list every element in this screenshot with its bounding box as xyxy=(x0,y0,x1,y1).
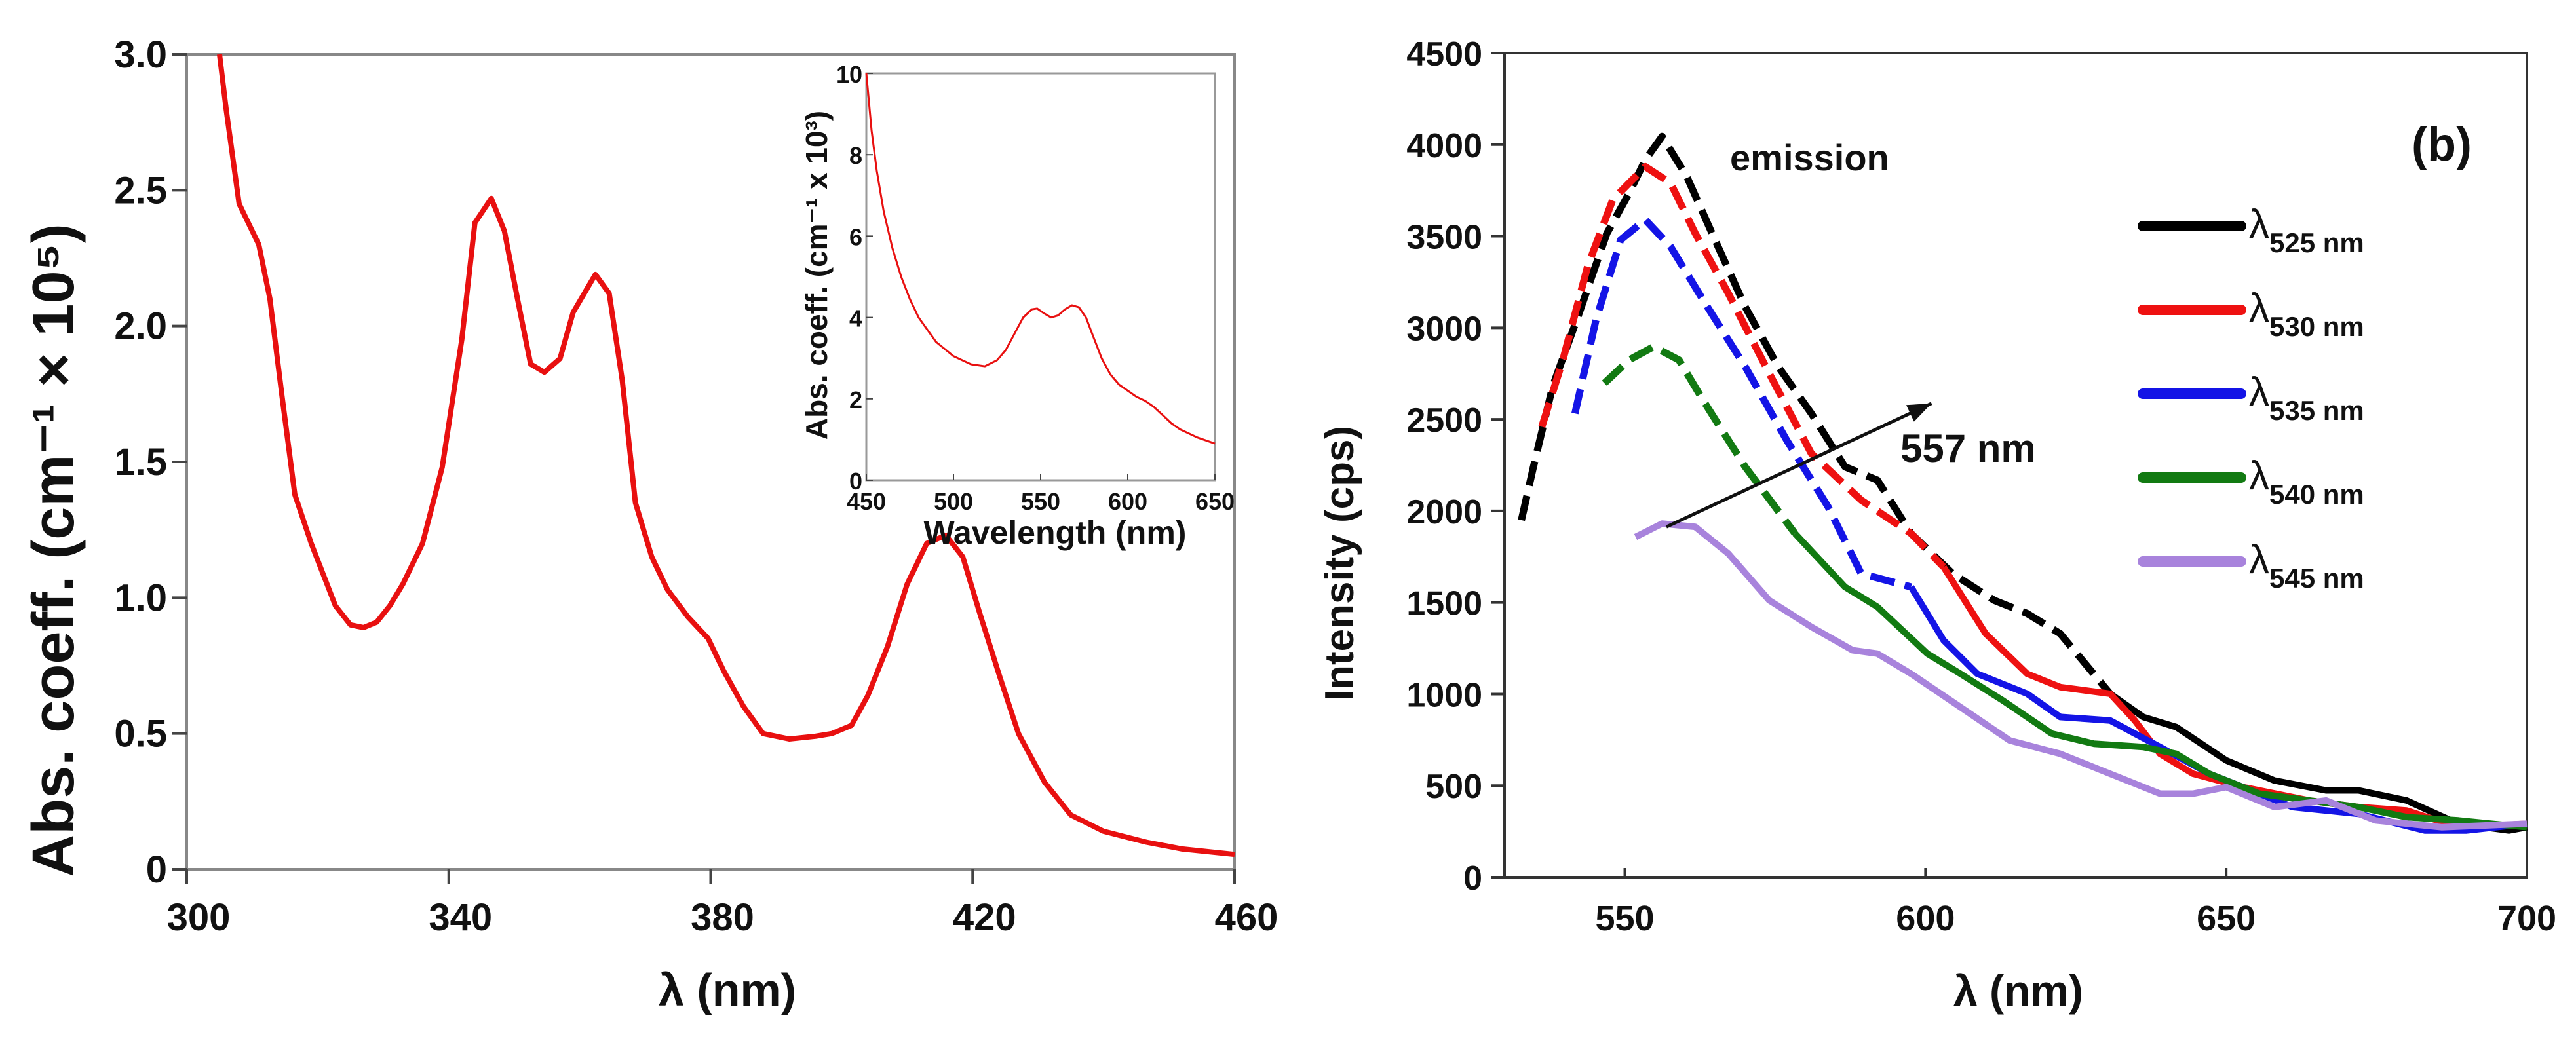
y-axis-label: Intensity (cps) xyxy=(1317,426,1362,701)
legend-subscript: 525 nm xyxy=(2269,227,2364,258)
inset-x-tick-label: 550 xyxy=(1021,488,1060,515)
legend-subscript: 535 nm xyxy=(2269,395,2364,426)
panel-label: (b) xyxy=(2412,119,2472,171)
y-tick-label: 0 xyxy=(146,848,167,891)
y-tick-label: 3500 xyxy=(1406,219,1482,257)
peak-annotation: 557 nm xyxy=(1900,426,2036,470)
series-line-dashed-1 xyxy=(1538,162,1946,570)
legend-label: λ540 nm xyxy=(2249,453,2364,510)
y-tick-label: 0 xyxy=(1463,860,1482,898)
inset-x-tick-label: 650 xyxy=(1195,488,1235,515)
inset-y-tick-label: 0 xyxy=(849,468,862,495)
inset-y-tick-label: 6 xyxy=(849,223,862,250)
series-line-1 xyxy=(1940,565,2528,831)
inset-x-axis-label: Wavelength (nm) xyxy=(924,514,1187,551)
legend-label: λ545 nm xyxy=(2249,537,2364,594)
emission-annotation: emission xyxy=(1730,137,1889,178)
y-tick-label: 1000 xyxy=(1406,676,1482,714)
legend-label: λ530 nm xyxy=(2249,286,2364,342)
y-tick-label: 2.0 xyxy=(114,305,167,348)
x-tick-label: 550 xyxy=(1595,899,1654,938)
inset-x-tick-label: 450 xyxy=(847,488,886,515)
legend-label: λ525 nm xyxy=(2249,202,2364,258)
x-tick-label: 340 xyxy=(429,896,492,939)
legend-symbol: λ xyxy=(2249,453,2269,499)
panel-a-inset-chart: 450 500 550 600 650 0 2 4 6 8 10 Wavelength (nm) Abs… xyxy=(799,61,1235,551)
inset-y-tick-label: 2 xyxy=(849,387,862,413)
inset-series-line-absorption-visible xyxy=(865,73,1216,445)
y-tick-label: 2500 xyxy=(1406,402,1482,440)
series-line-4 xyxy=(1634,520,2528,831)
legend-subscript: 545 nm xyxy=(2269,563,2364,594)
y-tick-label: 4500 xyxy=(1406,35,1482,73)
y-axis-label: Abs. coeff. (cm⁻¹ × 10⁵) xyxy=(21,223,87,877)
series-line-dashed-2 xyxy=(1571,216,1912,591)
x-axis-label: λ (nm) xyxy=(659,964,796,1015)
inset-y-tick-label: 10 xyxy=(836,61,862,88)
y-tick-label: 2.5 xyxy=(114,169,167,212)
x-tick-label: 460 xyxy=(1215,896,1278,939)
y-tick-label: 1.0 xyxy=(114,577,167,619)
x-tick-label: 650 xyxy=(2197,899,2256,938)
legend-symbol: λ xyxy=(2249,537,2269,582)
x-axis-label: λ (nm) xyxy=(1953,966,2083,1015)
x-tick-label: 420 xyxy=(953,896,1016,939)
legend-subscript: 530 nm xyxy=(2269,311,2364,342)
legend-symbol: λ xyxy=(2249,369,2269,415)
x-tick-label: 300 xyxy=(167,896,231,939)
panel-b-emission-chart: 550 600 650 700 0 500 1000 1500 2000 2500 3000 3500… xyxy=(1317,35,2556,1015)
y-tick-label: 3000 xyxy=(1406,310,1482,348)
inset-frame xyxy=(865,72,1216,482)
legend-label: λ535 nm xyxy=(2249,369,2364,426)
arrow-line xyxy=(1665,402,1932,529)
series-line-absorption xyxy=(217,54,1235,858)
inset-y-tick-label: 4 xyxy=(849,305,862,332)
y-tick-label: 1500 xyxy=(1406,585,1482,623)
inset-x-tick-label: 500 xyxy=(934,488,973,515)
y-tick-label: 1.5 xyxy=(114,441,167,483)
series-line-3 xyxy=(1792,531,2528,831)
legend-symbol: λ xyxy=(2249,202,2269,247)
series-line-dashed-0 xyxy=(1518,132,2113,696)
legend-symbol: λ xyxy=(2249,286,2269,331)
y-tick-label: 2000 xyxy=(1406,493,1482,531)
y-tick-label: 4000 xyxy=(1406,127,1482,165)
x-tick-label: 380 xyxy=(691,896,754,939)
x-tick-label: 700 xyxy=(2497,899,2556,938)
y-tick-label: 3.0 xyxy=(114,33,167,76)
inset-y-tick-label: 8 xyxy=(849,142,862,169)
series-line-dashed-3 xyxy=(1602,343,1798,536)
y-tick-label: 500 xyxy=(1425,768,1482,806)
series-line-2 xyxy=(1908,585,2528,834)
arrow-head-icon xyxy=(1906,403,1932,422)
inset-x-tick-label: 600 xyxy=(1108,488,1147,515)
legend-subscript: 540 nm xyxy=(2269,479,2364,510)
y-tick-label: 0.5 xyxy=(114,713,167,755)
inset-y-axis-label: Abs. coeff. (cm⁻¹ x 10³) xyxy=(799,111,834,440)
x-tick-label: 600 xyxy=(1896,899,1955,938)
